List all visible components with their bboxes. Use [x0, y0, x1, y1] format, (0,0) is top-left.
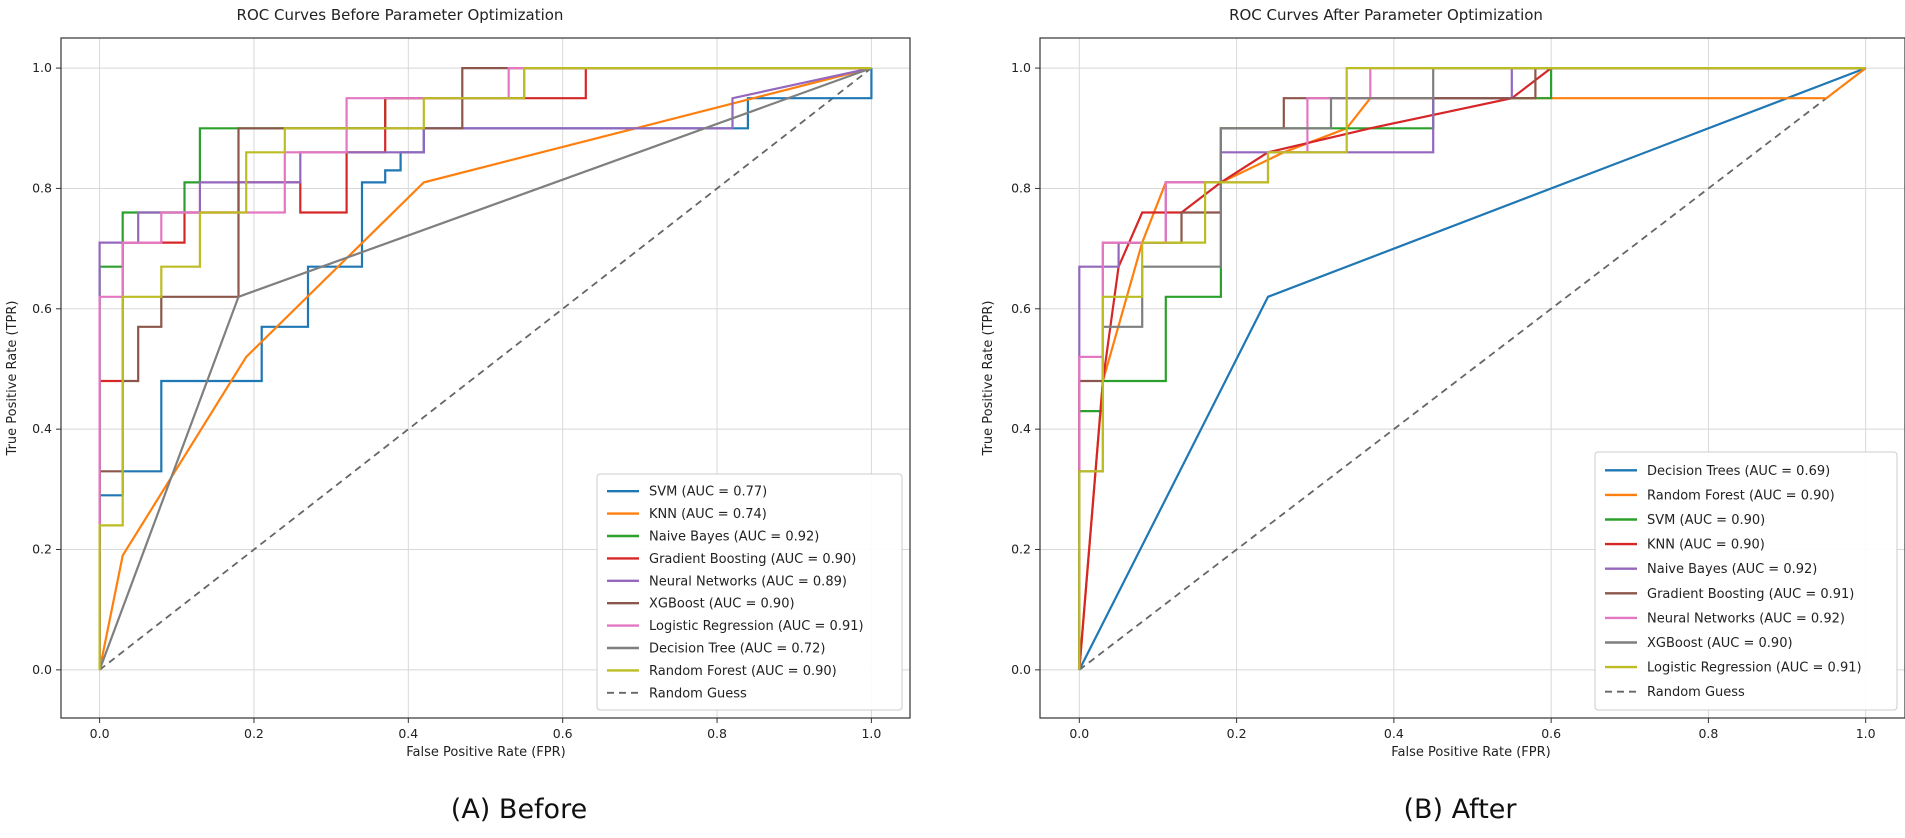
- chart-title: ROC Curves Before Parameter Optimization: [237, 6, 564, 24]
- legend-label: KNN (AUC = 0.74): [649, 507, 767, 522]
- legend-label: Random Guess: [649, 686, 747, 701]
- legend-label: Decision Tree (AUC = 0.72): [649, 642, 825, 657]
- y-ticks: 0.0 0.2 0.4 0.6 0.8 1.0: [32, 60, 61, 677]
- y-tick-label: 0.6: [1011, 301, 1031, 316]
- legend: Decision Trees (AUC = 0.69) Random Forest…: [1594, 451, 1898, 711]
- x-tick-label: 0.8: [1698, 726, 1718, 741]
- y-tick-label: 0.8: [32, 180, 52, 195]
- legend-label: Naive Bayes (AUC = 0.92): [649, 530, 819, 545]
- x-axis-label: False Positive Rate (FPR): [406, 745, 565, 760]
- series-line-logistic-regression: [1078, 66, 1866, 670]
- x-tick-label: 0.0: [1069, 726, 1089, 741]
- panel-caption: (B) After: [1403, 794, 1517, 825]
- x-tick-label: 0.6: [553, 726, 573, 741]
- x-tick-label: 0.8: [707, 726, 727, 741]
- x-tick-label: 0.6: [1541, 726, 1561, 741]
- x-tick-label: 0.2: [244, 726, 264, 741]
- y-tick-label: 0.4: [32, 421, 52, 436]
- y-tick-label: 0.0: [1011, 662, 1031, 677]
- series-layer: [1078, 66, 1867, 671]
- legend-label: Decision Trees (AUC = 0.69): [1647, 464, 1830, 479]
- series-line-knn: [98, 67, 872, 671]
- random-guess-line: [1078, 67, 1867, 671]
- panel-after: ROC Curves After Parameter Optimization …: [981, 6, 1905, 825]
- series-line-decision-tree: [98, 67, 872, 671]
- legend: SVM (AUC = 0.77) KNN (AUC = 0.74) Naive Ba…: [596, 473, 903, 711]
- legend-label: XGBoost (AUC = 0.90): [1647, 636, 1793, 651]
- x-ticks: 0.0 0.2 0.4 0.6 0.8 1.0: [1069, 718, 1876, 741]
- y-tick-label: 0.8: [1011, 180, 1031, 195]
- y-tick-label: 0.2: [32, 542, 52, 557]
- plot-frame: [60, 37, 911, 719]
- chart-title: ROC Curves After Parameter Optimization: [1229, 6, 1543, 24]
- x-ticks: 0.0 0.2 0.4 0.6 0.8 1.0: [90, 718, 881, 741]
- x-tick-label: 0.4: [1384, 726, 1404, 741]
- legend-label: Random Guess: [1647, 685, 1745, 700]
- x-tick-label: 0.0: [90, 726, 110, 741]
- x-tick-label: 0.2: [1227, 726, 1247, 741]
- legend-label: SVM (AUC = 0.90): [1647, 513, 1765, 528]
- y-tick-label: 0.6: [32, 301, 52, 316]
- y-tick-label: 0.2: [1011, 542, 1031, 557]
- y-ticks: 0.0 0.2 0.4 0.6 0.8 1.0: [1011, 60, 1040, 677]
- x-tick-label: 1.0: [1856, 726, 1876, 741]
- x-tick-label: 1.0: [861, 726, 881, 741]
- legend-label: Logistic Regression (AUC = 0.91): [1647, 661, 1862, 676]
- legend-box: [1594, 451, 1898, 711]
- y-tick-label: 0.4: [1011, 421, 1031, 436]
- legend-box: [596, 473, 903, 711]
- panel-caption: (A) Before: [451, 794, 587, 825]
- legend-label: Neural Networks (AUC = 0.92): [1647, 611, 1845, 626]
- legend-label: Gradient Boosting (AUC = 0.90): [649, 552, 856, 567]
- x-tick-label: 0.4: [398, 726, 418, 741]
- x-axis-label: False Positive Rate (FPR): [1391, 745, 1550, 760]
- plot-frame: [1039, 37, 1905, 719]
- y-axis-label: True Positive Rate (TPR): [981, 301, 996, 457]
- legend-label: Random Forest (AUC = 0.90): [1647, 488, 1835, 503]
- y-tick-label: 1.0: [32, 60, 52, 75]
- y-tick-label: 1.0: [1011, 60, 1031, 75]
- legend-label: KNN (AUC = 0.90): [1647, 538, 1765, 553]
- series-line-random-forest: [98, 66, 872, 670]
- legend-label: Logistic Regression (AUC = 0.91): [649, 619, 864, 634]
- panel-before: ROC Curves Before Parameter Optimization…: [5, 6, 911, 825]
- series-line-decision-trees: [1078, 67, 1867, 671]
- y-axis-label: True Positive Rate (TPR): [5, 301, 20, 457]
- series-line-random-guess: [1078, 67, 1867, 671]
- legend-label: Naive Bayes (AUC = 0.92): [1647, 562, 1817, 577]
- legend-label: Random Forest (AUC = 0.90): [649, 664, 837, 679]
- legend-label: Neural Networks (AUC = 0.89): [649, 574, 847, 589]
- y-tick-label: 0.0: [32, 662, 52, 677]
- legend-label: Gradient Boosting (AUC = 0.91): [1647, 587, 1854, 602]
- legend-label: SVM (AUC = 0.77): [649, 485, 767, 500]
- series-layer: [98, 66, 873, 671]
- legend-label: XGBoost (AUC = 0.90): [649, 597, 795, 612]
